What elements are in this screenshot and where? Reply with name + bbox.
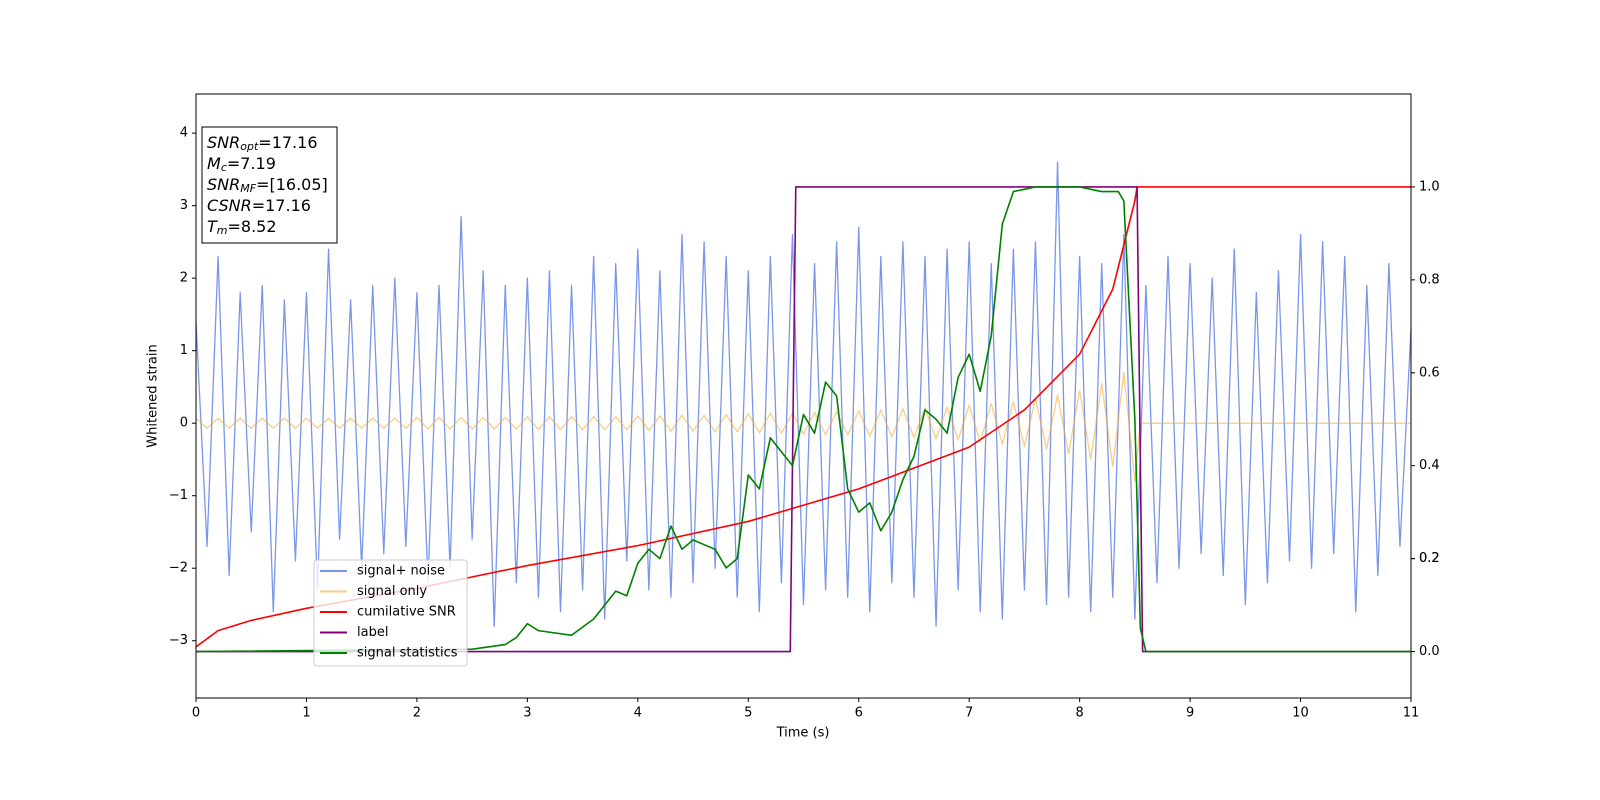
y-tick-label: 0	[180, 416, 188, 431]
annotation-line: SNRMF=[16.05]	[207, 175, 328, 196]
annotation-line: Tm=8.52	[207, 217, 277, 238]
annotation-line: Mc=7.19	[207, 154, 276, 175]
y2-tick-label: 0.0	[1419, 644, 1440, 659]
series-line	[195, 161, 1412, 627]
legend-label: signal only	[357, 584, 427, 599]
annotation-symbol: SNR	[207, 133, 240, 152]
annotation-value: =7.19	[227, 154, 276, 173]
y2-tick-label: 0.8	[1419, 272, 1440, 287]
annotation-frame	[201, 126, 338, 244]
annotation-line: SNRopt=17.16	[207, 133, 318, 154]
y2-tick-label: 0.2	[1419, 551, 1440, 566]
annotation-value: =8.52	[228, 217, 277, 236]
x-tick-label: 8	[1075, 706, 1083, 721]
annotation-line: CSNR=17.16	[207, 196, 311, 215]
annotation-value: =17.16	[252, 196, 311, 215]
y2-tick-label: 1.0	[1419, 179, 1440, 194]
y-axis-label: Whitened strain	[146, 344, 161, 447]
legend-label: cumilative SNR	[357, 605, 456, 620]
legend-label: label	[357, 625, 388, 640]
x-tick-label: 2	[413, 706, 421, 721]
y-tick-label: 1	[180, 343, 188, 358]
series-line	[195, 186, 1411, 648]
series-line	[195, 186, 1411, 653]
x-tick-label: 4	[634, 706, 642, 721]
series-line	[195, 371, 1411, 482]
x-tick-label: 6	[855, 706, 863, 721]
axes-frame	[195, 93, 1412, 699]
annotation-symbol: SNR	[207, 175, 240, 194]
annotation-symbol: T	[207, 217, 218, 236]
legend-frame	[313, 559, 468, 667]
annotation-symbol: M	[207, 154, 221, 173]
y2-tick-label: 0.4	[1419, 458, 1440, 473]
x-axis-label: Time (s)	[776, 726, 830, 741]
legend-label: signal statistics	[357, 646, 458, 661]
annotation-subscript: MF	[240, 182, 256, 195]
y-tick-label: 2	[180, 271, 188, 286]
x-tick-label: 3	[523, 706, 531, 721]
y-tick-label: −3	[169, 633, 188, 648]
annotation-symbol: CSNR	[207, 196, 252, 215]
y-tick-label: −2	[169, 561, 188, 576]
x-tick-label: 5	[744, 706, 752, 721]
annotation-value: =17.16	[258, 133, 317, 152]
y-tick-label: 3	[180, 198, 188, 213]
annotation-subscript: opt	[240, 140, 259, 153]
annotation-value: =[16.05]	[256, 175, 328, 194]
annotation-box: SNRopt=17.16Mc=7.19SNRMF=[16.05]CSNR=17.…	[201, 126, 338, 244]
x-tick-label: 0	[192, 706, 200, 721]
y-tick-label: 4	[180, 126, 188, 141]
x-tick-label: 9	[1186, 706, 1194, 721]
legend: signal+ noise signal only cumilative SNR la…	[313, 559, 468, 667]
annotation-subscript: c	[221, 161, 227, 174]
y2-tick-label: 0.2	[1419, 551, 1440, 566]
legend-label: signal+ noise	[357, 564, 445, 579]
annotation-subscript: m	[217, 224, 228, 237]
plot-area	[195, 161, 1412, 653]
y-tick-label: −1	[169, 488, 188, 503]
x-tick-label: 10	[1292, 706, 1309, 721]
x-tick-label: 11	[1403, 706, 1420, 721]
y2-tick-label: 0.6	[1419, 365, 1440, 380]
x-tick-label: 1	[302, 706, 310, 721]
x-tick-label: 7	[965, 706, 973, 721]
